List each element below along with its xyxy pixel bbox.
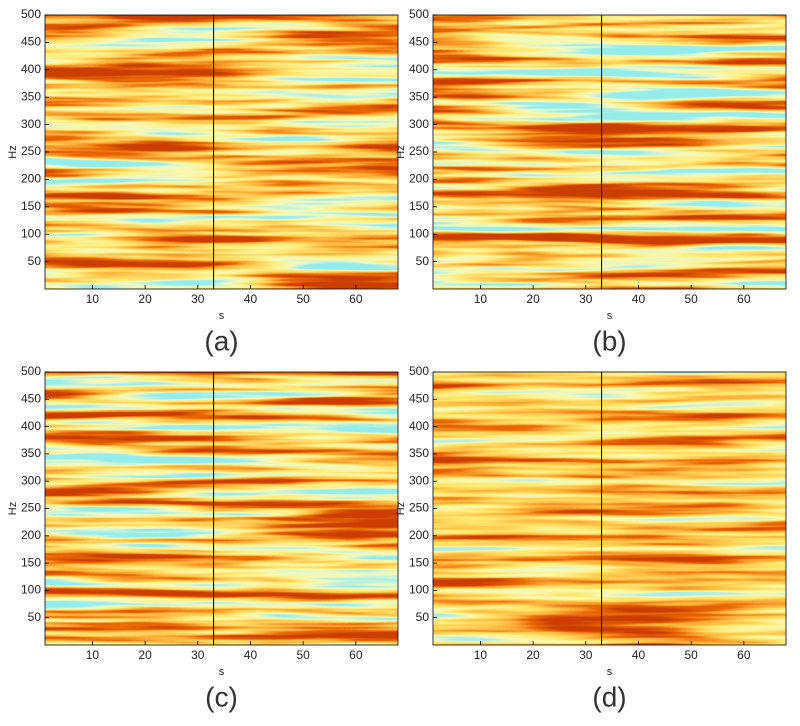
caption: (b) — [592, 325, 626, 356]
plot-frame — [44, 371, 399, 646]
x-tick-label: 60 — [349, 648, 363, 662]
x-tick-label: 40 — [244, 292, 258, 306]
y-tick-label: 450 — [21, 391, 41, 405]
y-axis-label: Hz — [7, 502, 19, 515]
x-axis-label: s — [219, 666, 225, 678]
y-tick-label: 250 — [21, 501, 41, 515]
x-tick-label: 60 — [737, 292, 751, 306]
y-tick-label: 150 — [21, 555, 41, 569]
caption: (c) — [205, 681, 238, 712]
y-tick-label: 350 — [409, 446, 429, 460]
caption: (d) — [592, 681, 626, 712]
y-tick-label: 500 — [21, 364, 41, 378]
y-tick-label: 450 — [21, 35, 41, 49]
y-tick-label: 50 — [28, 610, 42, 624]
x-axis-label: s — [219, 310, 225, 322]
heatmap — [45, 372, 398, 645]
y-tick-label: 350 — [21, 89, 41, 103]
y-tick-label: 500 — [409, 7, 429, 21]
y-tick-label: 200 — [409, 172, 429, 186]
heatmap — [433, 15, 786, 289]
x-axis-label: s — [607, 310, 613, 322]
x-tick-label: 10 — [474, 648, 488, 662]
y-tick-label: 100 — [21, 226, 41, 240]
y-axis-label: Hz — [395, 502, 407, 515]
y-tick-label: 400 — [21, 419, 41, 433]
x-tick-label: 30 — [579, 292, 593, 306]
y-tick-label: 100 — [21, 583, 41, 597]
y-tick-label: 250 — [409, 144, 429, 158]
x-tick-label: 50 — [684, 292, 698, 306]
x-tick-label: 40 — [244, 648, 258, 662]
y-tick-label: 500 — [409, 364, 429, 378]
x-axis-label: s — [607, 666, 613, 678]
y-tick-label: 200 — [21, 172, 41, 186]
x-tick-label: 60 — [737, 648, 751, 662]
x-tick-label: 50 — [296, 292, 310, 306]
x-tick-label: 20 — [526, 648, 540, 662]
heatmap — [45, 15, 398, 289]
x-tick-label: 30 — [191, 648, 205, 662]
x-tick-label: 50 — [684, 648, 698, 662]
y-tick-label: 200 — [409, 528, 429, 542]
x-tick-label: 30 — [579, 648, 593, 662]
x-tick-label: 40 — [632, 648, 646, 662]
y-axis-label: Hz — [7, 145, 19, 158]
y-tick-label: 50 — [416, 610, 430, 624]
y-tick-label: 400 — [409, 62, 429, 76]
x-tick-label: 20 — [526, 292, 540, 306]
plot-frame — [432, 371, 787, 646]
caption: (a) — [204, 325, 238, 356]
plot-frame — [432, 14, 787, 290]
y-tick-label: 300 — [21, 117, 41, 131]
x-tick-label: 10 — [86, 292, 100, 306]
x-tick-label: 50 — [296, 648, 310, 662]
x-tick-label: 40 — [632, 292, 646, 306]
y-tick-label: 400 — [409, 419, 429, 433]
y-tick-label: 150 — [21, 199, 41, 213]
y-axis-label: Hz — [395, 145, 407, 158]
x-tick-label: 20 — [138, 648, 152, 662]
y-tick-label: 350 — [409, 89, 429, 103]
y-tick-label: 500 — [21, 7, 41, 21]
y-tick-label: 50 — [28, 254, 42, 268]
y-tick-label: 150 — [409, 555, 429, 569]
y-tick-label: 300 — [409, 473, 429, 487]
y-tick-label: 100 — [409, 583, 429, 597]
y-tick-label: 100 — [409, 226, 429, 240]
y-tick-label: 150 — [409, 199, 429, 213]
y-tick-label: 350 — [21, 446, 41, 460]
plot-frame — [44, 14, 399, 290]
y-tick-label: 450 — [409, 35, 429, 49]
heatmap — [433, 372, 786, 645]
y-tick-label: 300 — [21, 473, 41, 487]
y-tick-label: 200 — [21, 528, 41, 542]
y-tick-label: 50 — [416, 254, 430, 268]
y-tick-label: 450 — [409, 391, 429, 405]
y-tick-label: 400 — [21, 62, 41, 76]
y-tick-label: 250 — [21, 144, 41, 158]
x-tick-label: 20 — [138, 292, 152, 306]
x-tick-label: 10 — [86, 648, 100, 662]
x-tick-label: 60 — [349, 292, 363, 306]
x-tick-label: 30 — [191, 292, 205, 306]
y-tick-label: 250 — [409, 501, 429, 515]
x-tick-label: 10 — [474, 292, 488, 306]
y-tick-label: 300 — [409, 117, 429, 131]
